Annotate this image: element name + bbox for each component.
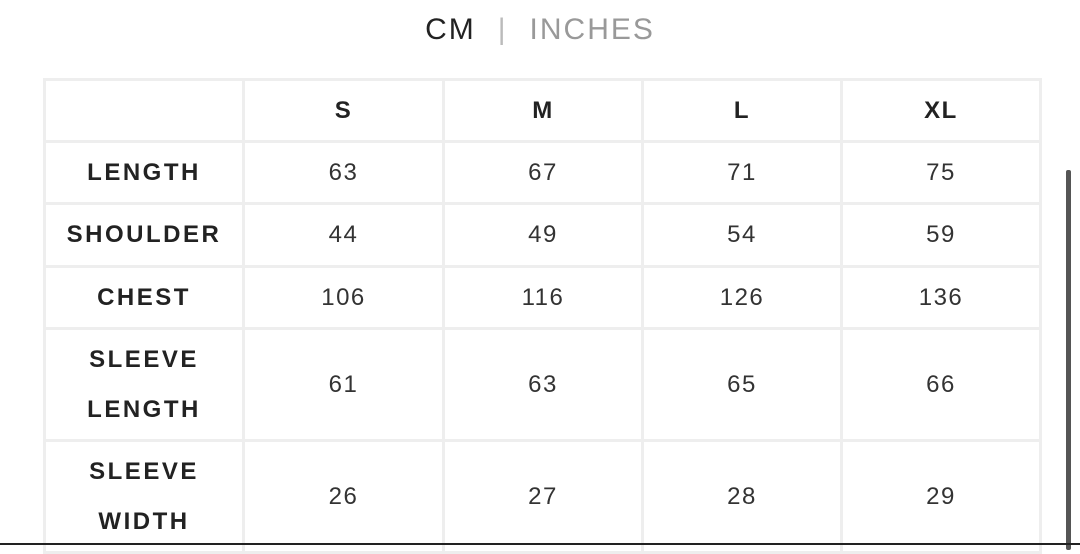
unit-cm-tab[interactable]: CM: [425, 13, 476, 47]
bottom-divider: [0, 543, 1080, 545]
unit-toggle: CM | INCHES: [0, 12, 1080, 47]
table-cell: 54: [641, 202, 843, 268]
header-cell: L: [641, 78, 843, 143]
row-label-line: SLEEVE: [89, 457, 199, 485]
table-cell: 136: [840, 265, 1042, 330]
table-cell: 71: [641, 140, 843, 205]
table-cell: 28: [641, 439, 843, 554]
table-cell: 49: [442, 202, 644, 268]
row-label-line: LENGTH: [87, 395, 201, 423]
table-row: SHOULDER 44 49 54 59: [43, 202, 1042, 268]
table-cell: 126: [641, 265, 843, 330]
table-row: CHEST 106 116 126 136: [43, 265, 1042, 330]
table-cell: 63: [442, 327, 644, 442]
table-row: SLEEVE WIDTH 26 27 28 29: [43, 439, 1042, 554]
row-label: SLEEVE WIDTH: [43, 439, 245, 554]
table-row: SLEEVE LENGTH 61 63 65 66: [43, 327, 1042, 442]
unit-inches-tab[interactable]: INCHES: [529, 13, 655, 47]
header-cell: M: [442, 78, 644, 143]
table-row: LENGTH 63 67 71 75: [43, 140, 1042, 205]
table-cell: 26: [242, 439, 445, 554]
table-cell: 29: [840, 439, 1042, 554]
table-cell: 61: [242, 327, 445, 442]
size-chart-table: S M L XL LENGTH 63 67 71 75 SHOULDER 44 …: [43, 78, 1042, 554]
table-cell: 63: [242, 140, 445, 205]
table-cell: 67: [442, 140, 644, 205]
row-label-line: SLEEVE: [89, 345, 199, 373]
table-cell: 116: [442, 265, 644, 330]
vertical-scrollbar[interactable]: [1066, 170, 1071, 550]
header-cell: [43, 78, 245, 143]
header-cell: XL: [840, 78, 1042, 143]
table-cell: 59: [840, 202, 1042, 268]
row-label: LENGTH: [43, 140, 245, 205]
row-label: SLEEVE LENGTH: [43, 327, 245, 442]
table-cell: 65: [641, 327, 843, 442]
table-cell: 75: [840, 140, 1042, 205]
table-cell: 27: [442, 439, 644, 554]
table-cell: 66: [840, 327, 1042, 442]
header-cell: S: [242, 78, 445, 143]
header-row: S M L XL: [43, 78, 1042, 143]
unit-separator: |: [497, 13, 508, 47]
row-label-line: WIDTH: [98, 507, 190, 535]
table-cell: 106: [242, 265, 445, 330]
table-cell: 44: [242, 202, 445, 268]
row-label: CHEST: [43, 265, 245, 330]
row-label: SHOULDER: [43, 202, 245, 268]
